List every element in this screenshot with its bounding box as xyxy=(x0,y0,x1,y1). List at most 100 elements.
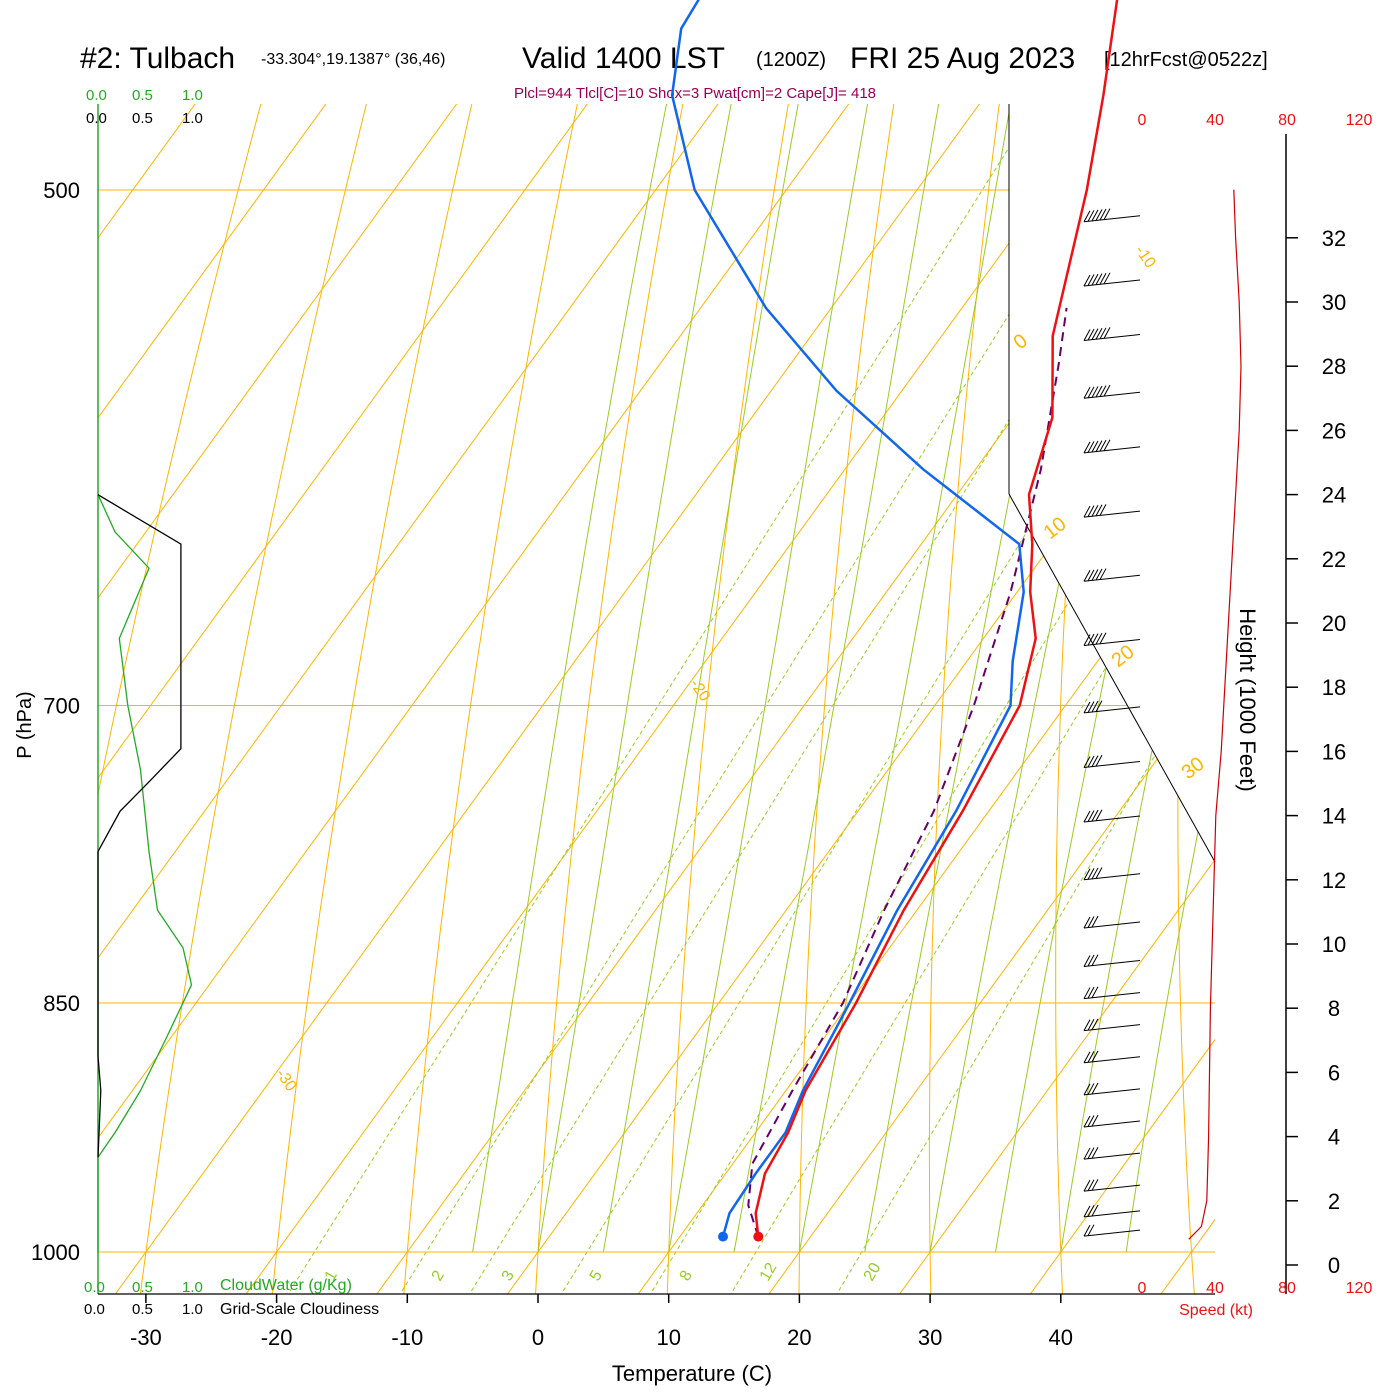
isotherm-line xyxy=(98,104,1081,1294)
barb-staff xyxy=(1083,873,1141,881)
barb-flag xyxy=(1087,1083,1095,1095)
barb-flag xyxy=(1095,209,1103,221)
barb-flag xyxy=(1087,986,1095,999)
isotherm-line xyxy=(98,104,1215,1294)
barb-flag xyxy=(1091,867,1099,880)
cloud-water-label: CloudWater (g/Kg) xyxy=(220,1277,352,1294)
x-tick-label: 40 xyxy=(1049,1325,1073,1350)
barb-flag xyxy=(1083,1147,1091,1160)
barb-staff xyxy=(1083,1210,1141,1218)
cl-scale-1: 1.0 xyxy=(182,110,203,127)
mixing-ratio-label: 3 xyxy=(499,1268,518,1284)
barb-flag xyxy=(1083,1051,1091,1064)
barb-flag xyxy=(1091,633,1099,645)
barb-flag xyxy=(1099,327,1107,340)
cw-scale-0: 0.0 xyxy=(86,87,107,104)
cw-scale-05-b: 0.5 xyxy=(132,1279,153,1296)
barb-flag xyxy=(1095,273,1103,285)
pressure-label: 1000 xyxy=(31,1240,80,1265)
barb-flag xyxy=(1087,1224,1095,1236)
sounding-profiles xyxy=(670,0,1119,1242)
barb-staff xyxy=(1083,1088,1141,1096)
wind-barb xyxy=(1083,208,1141,223)
barb-flag xyxy=(1103,384,1111,397)
barb-flag xyxy=(1083,1115,1091,1128)
cloud-scale-bottom: 0.0 0.5 1.0 CloudWater (g/Kg) 0.0 0.5 1.… xyxy=(84,1277,379,1318)
barb-flag xyxy=(1083,987,1091,999)
wind-barb xyxy=(1083,986,1141,1000)
wind-barb xyxy=(1083,1179,1141,1192)
isotherm-line xyxy=(692,104,1215,1294)
speed-tick-label-top: 0 xyxy=(1138,112,1147,129)
barb-flag xyxy=(1083,1019,1091,1031)
barb-flag xyxy=(1087,701,1095,713)
x-tick-label: 10 xyxy=(656,1325,680,1350)
isotherm-label: -10 xyxy=(1131,243,1158,272)
wind-speed-profile xyxy=(1188,189,1242,1240)
barb-staff xyxy=(1083,334,1141,342)
height-label: 12 xyxy=(1322,868,1346,893)
barb-flag xyxy=(1087,1019,1095,1031)
barb-staff xyxy=(1083,510,1141,518)
barb-flag xyxy=(1095,809,1103,821)
barb-flag xyxy=(1083,570,1091,582)
moist-adiabat-line xyxy=(864,104,1215,1253)
barb-flag xyxy=(1087,868,1095,880)
height-label: 4 xyxy=(1328,1125,1340,1150)
cw-scale-0-b: 0.0 xyxy=(84,1279,105,1296)
barb-flag xyxy=(1091,700,1099,713)
barb-flag xyxy=(1087,1205,1095,1217)
mixing-ratio-label: 20 xyxy=(861,1260,885,1284)
speed-tick-label-bottom: 0 xyxy=(1138,1280,1147,1297)
barb-flag xyxy=(1087,274,1095,286)
barb-staff xyxy=(1083,1024,1141,1032)
wind-barb xyxy=(1083,700,1141,714)
theta-label: 30 xyxy=(1178,753,1209,784)
barb-flag xyxy=(1091,1082,1099,1095)
barb-flag xyxy=(1091,504,1099,517)
theta-label: 0 xyxy=(1010,330,1032,354)
barb-staff xyxy=(1083,1056,1141,1064)
barb-flag xyxy=(1095,385,1103,398)
barb-flag xyxy=(1091,954,1099,966)
x-axis-title: Temperature (C) xyxy=(612,1361,772,1386)
barb-flag xyxy=(1103,272,1111,285)
wind-barb xyxy=(1083,1204,1141,1218)
moist-adiabat-line xyxy=(472,104,923,1253)
wind-barb xyxy=(1083,1050,1141,1064)
wind-barb xyxy=(1083,439,1141,454)
mixing-ratio-label: 2 xyxy=(429,1268,448,1284)
cloudiness-profile xyxy=(97,494,182,1158)
barb-flag xyxy=(1083,441,1091,454)
forecast-info: [12hrFcst@0522z] xyxy=(1104,49,1268,71)
isotherm-line xyxy=(98,104,558,1294)
barb-flag xyxy=(1087,954,1095,967)
barb-staff xyxy=(1083,215,1141,223)
barb-flag xyxy=(1091,328,1099,340)
barb-flag xyxy=(1087,755,1095,768)
moist-adiabat-line xyxy=(798,104,1215,1253)
height-label: 16 xyxy=(1322,739,1346,764)
barb-staff xyxy=(1083,992,1141,1000)
wind-barb xyxy=(1083,1018,1141,1032)
speed-tick-label-top: 80 xyxy=(1278,112,1296,129)
station-name: #2: Tulbach xyxy=(80,42,235,75)
speed-tick-label-top: 120 xyxy=(1346,112,1373,129)
wind-barb xyxy=(1083,915,1141,929)
moist-adiabat-line xyxy=(733,104,1154,1253)
moist-adiabat-line xyxy=(537,104,977,1253)
moist-adiabat-line xyxy=(929,104,1215,1253)
valid-zulu: (1200Z) xyxy=(756,49,826,71)
dry-adiabat-line xyxy=(261,104,756,1294)
cl-scale-0-b: 0.0 xyxy=(84,1301,105,1318)
barb-flag xyxy=(1099,439,1107,452)
height-label: 20 xyxy=(1322,611,1346,636)
mixing-ratio-label: 12 xyxy=(757,1260,781,1284)
height-axis-title: Height (1000 Feet) xyxy=(1235,608,1260,791)
barb-flag xyxy=(1087,1147,1095,1159)
barb-staff xyxy=(1083,1229,1141,1237)
cl-scale-05: 0.5 xyxy=(132,110,153,127)
